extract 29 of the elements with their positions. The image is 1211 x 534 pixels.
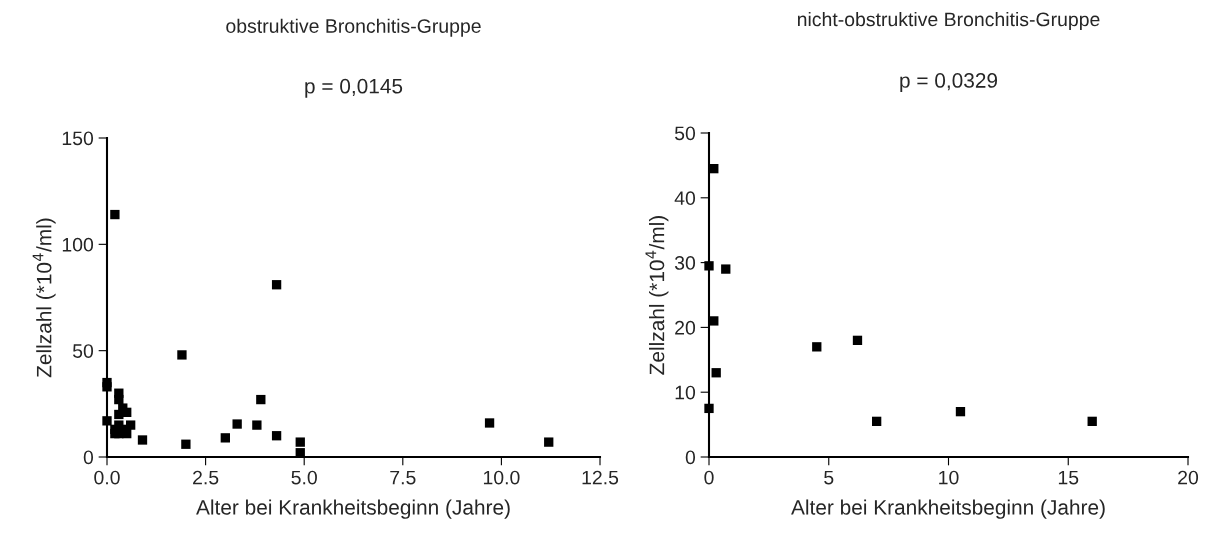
x-tick-label: 10 [939, 470, 959, 485]
y-tick-label: 0 [685, 450, 696, 465]
chart-title: obstruktive Bronchitis-Gruppe [226, 18, 481, 37]
y-tick-label: 50 [674, 126, 696, 141]
y-tick-label: 100 [62, 237, 94, 252]
chart-title: nicht-obstruktive Bronchitis-Gruppe [797, 11, 1100, 31]
x-tick-label: 12.5 [582, 470, 619, 485]
y-axis-title: Zellzahl (*10$^{4}$/ml) [32, 218, 56, 378]
x-tick-label: 2.5 [193, 470, 219, 485]
x-axis-title: Alter bei Krankheitsbeginn (Jahre) [791, 499, 1105, 519]
x-tick-label: 15 [1058, 470, 1079, 485]
y-tick-label: 30 [674, 256, 696, 270]
x-tick-label: 0 [704, 470, 714, 485]
y-tick-label: 40 [674, 191, 696, 206]
x-tick-label: 5 [824, 470, 834, 485]
x-axis-title: Alter bei Krankheitsbeginn (Jahre) [196, 499, 510, 519]
x-tick-label: 7.5 [390, 470, 416, 485]
x-tick-label: 10.0 [483, 470, 520, 485]
y-tick-label: 20 [675, 320, 696, 335]
chart-subtitle: p = 0,0329 [900, 73, 998, 92]
y-axis-title: Zellzahl (*10$^{4}$/ml) [645, 216, 669, 375]
x-tick-label: 0.0 [94, 470, 120, 485]
x-tick-label: 20 [1178, 470, 1199, 485]
y-tick-label: 50 [72, 344, 94, 358]
x-tick-label: 5.0 [291, 470, 317, 485]
y-tick-label: 10 [675, 385, 696, 400]
chart-subtitle: p = 0,0145 [305, 78, 403, 98]
y-tick-label: 150 [62, 131, 94, 146]
y-tick-label: 0 [83, 450, 94, 465]
